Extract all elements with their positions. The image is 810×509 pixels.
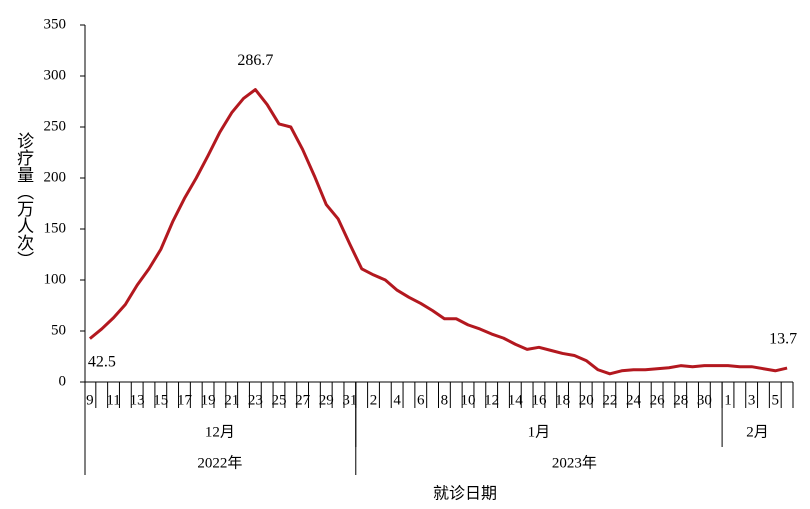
x-axis-label: 就诊日期 (433, 485, 497, 503)
year-label: 2023年 (552, 454, 597, 471)
x-tick-label: 11 (106, 392, 120, 408)
y-axis-label: 诊疗量（万人次） (14, 132, 34, 268)
x-tick-label: 10 (461, 392, 476, 408)
series-line (88, 88, 788, 376)
y-tick-label: 250 (44, 118, 67, 134)
x-tick-label: 5 (772, 392, 780, 408)
y-tick-label: 0 (59, 373, 67, 389)
y-tick-label: 200 (44, 169, 67, 185)
y-tick-label: 50 (51, 322, 66, 338)
x-tick-label: 30 (697, 392, 712, 408)
x-tick-label: 22 (602, 392, 617, 408)
y-tick-label: 300 (44, 67, 67, 83)
x-tick-label: 31 (342, 392, 357, 408)
x-tick-label: 2 (370, 392, 378, 408)
y-tick-label: 150 (44, 220, 67, 236)
x-tick-label: 29 (319, 392, 334, 408)
x-tick-label: 13 (130, 392, 145, 408)
x-tick-label: 17 (177, 392, 193, 408)
x-tick-label: 23 (248, 392, 263, 408)
x-tick-label: 12 (484, 392, 499, 408)
x-tick-label: 16 (531, 392, 547, 408)
month-label: 12月 (205, 424, 235, 440)
month-label: 2月 (746, 424, 769, 440)
year-label: 2022年 (197, 454, 242, 471)
x-tick-label: 21 (224, 392, 239, 408)
data-label: 286.7 (237, 52, 273, 69)
x-tick-label: 1 (724, 392, 732, 408)
x-tick-label: 8 (441, 392, 449, 408)
x-tick-label: 6 (417, 392, 425, 408)
x-tick-label: 18 (555, 392, 570, 408)
data-label: 13.7 (769, 331, 797, 348)
data-label: 42.5 (88, 353, 116, 370)
x-tick-label: 9 (86, 392, 94, 408)
y-tick-label: 350 (44, 16, 67, 32)
x-tick-label: 15 (153, 392, 168, 408)
x-tick-label: 20 (579, 392, 594, 408)
x-tick-label: 24 (626, 392, 642, 408)
x-tick-label: 26 (650, 392, 666, 408)
x-tick-label: 28 (673, 392, 688, 408)
month-label: 1月 (528, 424, 551, 440)
x-tick-label: 25 (271, 392, 286, 408)
x-tick-label: 14 (508, 392, 524, 408)
y-tick-label: 100 (44, 271, 67, 287)
x-tick-label: 3 (748, 392, 756, 408)
x-tick-label: 4 (393, 392, 401, 408)
x-tick-label: 19 (201, 392, 216, 408)
x-tick-label: 27 (295, 392, 311, 408)
